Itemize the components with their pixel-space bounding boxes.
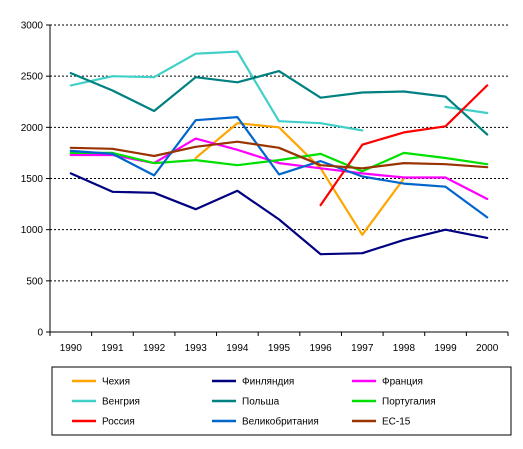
series-4 — [69, 50, 489, 132]
x-tick-label: 2000 — [476, 343, 499, 354]
x-tick-label: 1990 — [60, 343, 83, 354]
series-6 — [69, 151, 489, 173]
legend-label: Португалия — [382, 397, 436, 408]
x-tick-label: 1996 — [310, 343, 333, 354]
y-tick-label: 3000 — [21, 21, 44, 32]
series-9 — [69, 140, 489, 170]
series-line — [69, 69, 489, 136]
series-line — [444, 105, 489, 115]
series-1 — [194, 122, 405, 236]
legend-label: Польша — [242, 397, 280, 408]
x-tick-label: 1994 — [226, 343, 249, 354]
series-line — [69, 50, 364, 132]
x-tick-label: 1995 — [268, 343, 291, 354]
series-5 — [69, 69, 489, 136]
series-line — [69, 172, 489, 256]
x-tick-label: 1991 — [101, 343, 124, 354]
legend-label: Великобритания — [242, 416, 319, 428]
x-tick-label: 1999 — [434, 343, 457, 354]
y-tick-label: 2500 — [21, 72, 44, 83]
x-tick-label: 1992 — [143, 343, 166, 354]
legend-box — [51, 366, 512, 436]
y-tick-label: 0 — [37, 328, 43, 339]
series-line — [194, 122, 405, 236]
axes: 0 500 1000 1500 2000 2500 3000 1990 1991 1992 1993… — [21, 21, 509, 354]
legend: Чехия Финляндия Франция Венгрия Польша Португ… — [51, 366, 512, 436]
series-line — [319, 84, 489, 207]
series-lines — [69, 50, 489, 256]
legend-label: Россия — [102, 417, 135, 428]
series-7 — [319, 84, 489, 207]
series-line — [69, 115, 489, 219]
y-tick-label: 500 — [26, 276, 43, 287]
y-tick-label: 2000 — [21, 123, 44, 134]
x-tick-label: 1993 — [185, 343, 208, 354]
y-tick-label: 1500 — [21, 174, 44, 185]
legend-label: Финляндия — [242, 377, 294, 388]
series-line — [69, 151, 489, 173]
series-8 — [69, 115, 489, 219]
series-2 — [69, 172, 489, 256]
legend-label: Чехия — [102, 377, 130, 388]
legend-label: Франция — [382, 377, 423, 388]
series-line — [69, 140, 489, 170]
legend-label: ЕС-15 — [382, 417, 411, 428]
gridlines — [50, 24, 508, 282]
x-tick-label: 1998 — [393, 343, 416, 354]
x-tick-label: 1997 — [351, 343, 374, 354]
legend-label: Венгрия — [102, 397, 140, 408]
y-tick-label: 1000 — [21, 225, 44, 236]
